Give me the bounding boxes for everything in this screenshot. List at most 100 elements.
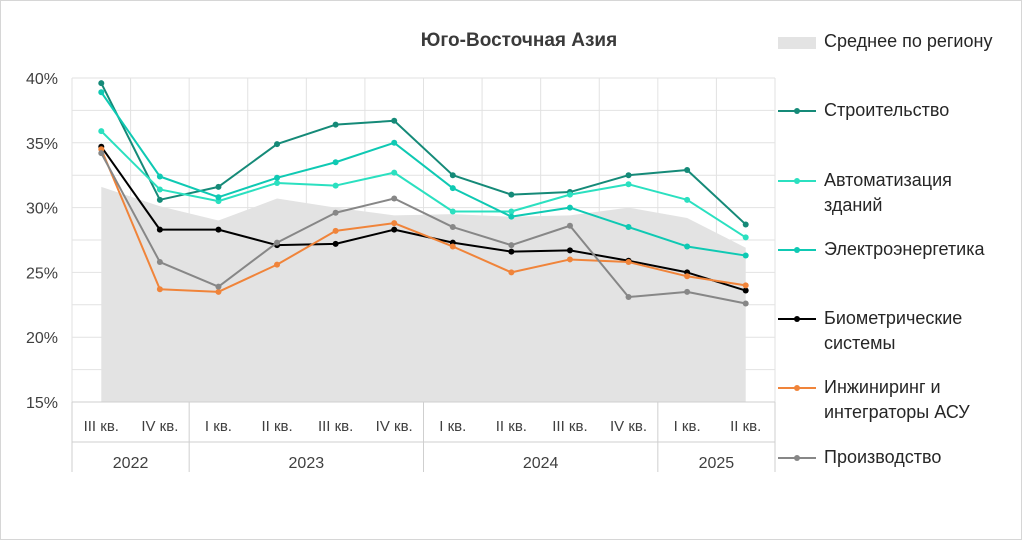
x-tick-label: I кв. bbox=[439, 418, 466, 435]
data-point bbox=[391, 117, 398, 124]
data-point bbox=[215, 183, 222, 190]
legend-swatch-marker bbox=[794, 178, 800, 184]
data-point bbox=[684, 167, 691, 174]
data-point bbox=[156, 173, 163, 180]
data-point bbox=[391, 169, 398, 176]
x-tick-label: III кв. bbox=[84, 418, 119, 435]
series-Биометрические системы bbox=[98, 143, 749, 294]
x-tick-label: IV кв. bbox=[141, 418, 178, 435]
legend-swatch-marker bbox=[794, 316, 800, 322]
legend-item: Строительство bbox=[778, 100, 949, 120]
x-tick-label: I кв. bbox=[674, 418, 701, 435]
series-Электроэнергетика bbox=[98, 89, 749, 259]
x-tick-label: II кв. bbox=[730, 418, 761, 435]
data-point bbox=[332, 159, 339, 166]
year-label: 2025 bbox=[699, 455, 735, 472]
data-point bbox=[449, 172, 456, 179]
data-point bbox=[274, 179, 281, 186]
data-point bbox=[742, 252, 749, 259]
legend-label: интеграторы АСУ bbox=[824, 402, 970, 422]
x-tick-label: II кв. bbox=[496, 418, 527, 435]
data-point bbox=[449, 224, 456, 231]
legend-item: Биометрические системы bbox=[778, 308, 962, 353]
x-tick-label: III кв. bbox=[318, 418, 353, 435]
data-point bbox=[156, 259, 163, 266]
legend-label: Автоматизация bbox=[824, 170, 952, 190]
data-point bbox=[274, 174, 281, 181]
data-point bbox=[215, 194, 222, 201]
data-point bbox=[332, 209, 339, 216]
data-point bbox=[742, 221, 749, 228]
x-tick-label: I кв. bbox=[205, 418, 232, 435]
y-tick-label: 15% bbox=[26, 395, 58, 412]
year-label: 2024 bbox=[523, 455, 559, 472]
series-line bbox=[100, 130, 747, 239]
data-point bbox=[625, 294, 632, 301]
legend-item: Инжиниринг и интеграторы АСУ bbox=[778, 377, 970, 422]
legend-item: Производство bbox=[778, 447, 941, 467]
data-point bbox=[684, 288, 691, 295]
legend-label: Строительство bbox=[824, 100, 949, 120]
legend-label: зданий bbox=[824, 195, 882, 215]
data-point bbox=[332, 240, 339, 247]
series-line bbox=[100, 148, 746, 293]
series-line bbox=[100, 91, 746, 257]
data-point bbox=[215, 283, 222, 290]
legend-item: Электроэнергетика bbox=[778, 239, 985, 259]
legend: Среднее по региону Строительство Автоматиз… bbox=[778, 31, 992, 467]
y-tick-label: 40% bbox=[26, 71, 58, 88]
data-point bbox=[215, 288, 222, 295]
legend-item: Среднее по региону bbox=[778, 31, 992, 51]
data-point bbox=[566, 191, 573, 198]
year-label: 2023 bbox=[289, 455, 325, 472]
legend-label: системы bbox=[824, 333, 895, 353]
series-line bbox=[100, 82, 747, 226]
legend-swatch-marker bbox=[794, 247, 800, 253]
data-point bbox=[332, 182, 339, 189]
data-point bbox=[449, 185, 456, 192]
data-point bbox=[508, 242, 515, 249]
data-point bbox=[156, 226, 163, 233]
data-point bbox=[625, 224, 632, 231]
series-Производство bbox=[98, 150, 749, 307]
data-point bbox=[508, 208, 515, 215]
data-point bbox=[684, 243, 691, 250]
data-point bbox=[332, 121, 339, 128]
series-Автоматизация зданий bbox=[98, 128, 749, 241]
y-tick-label: 20% bbox=[26, 330, 58, 347]
legend-label: Электроэнергетика bbox=[824, 239, 985, 259]
data-point bbox=[742, 287, 749, 294]
data-point bbox=[98, 89, 105, 96]
x-tick-label: II кв. bbox=[261, 418, 292, 435]
data-point bbox=[508, 269, 515, 276]
y-tick-label: 25% bbox=[26, 265, 58, 282]
data-point bbox=[508, 213, 515, 220]
legend-swatch-area bbox=[778, 37, 816, 49]
y-tick-label: 30% bbox=[26, 201, 58, 218]
legend-label: Среднее по региону bbox=[824, 31, 992, 51]
series-Инжиниринг и интеграторы АСУ bbox=[98, 146, 749, 295]
data-point bbox=[566, 222, 573, 229]
data-point bbox=[566, 256, 573, 263]
data-point bbox=[98, 150, 105, 157]
x-tick-label: III кв. bbox=[552, 418, 587, 435]
data-point bbox=[274, 239, 281, 246]
data-point bbox=[684, 273, 691, 280]
data-point bbox=[156, 286, 163, 293]
data-point bbox=[274, 261, 281, 268]
data-point bbox=[566, 204, 573, 211]
chart-title: Юго-Восточная Азия bbox=[421, 30, 617, 51]
legend-swatch-marker bbox=[794, 108, 800, 114]
data-point bbox=[391, 195, 398, 202]
data-point bbox=[742, 234, 749, 241]
year-label: 2022 bbox=[113, 455, 149, 472]
data-point bbox=[625, 181, 632, 188]
data-point bbox=[449, 208, 456, 215]
legend-item: Автоматизация зданий bbox=[778, 170, 952, 215]
data-point bbox=[566, 247, 573, 254]
y-tick-label: 35% bbox=[26, 136, 58, 153]
data-point bbox=[332, 227, 339, 234]
data-point bbox=[391, 226, 398, 233]
series-line bbox=[100, 152, 746, 305]
data-point bbox=[98, 128, 105, 135]
